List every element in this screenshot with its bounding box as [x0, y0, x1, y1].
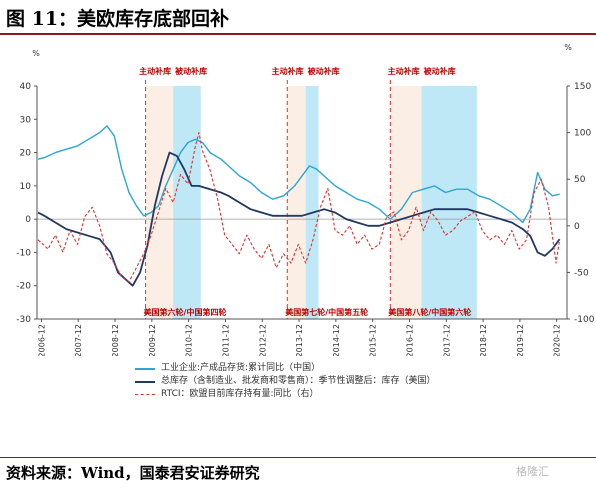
- x-tick-label-12: 2018-12: [479, 324, 488, 356]
- figure-title: 图 11：美欧库存底部回补: [6, 8, 230, 30]
- source-rule: [0, 457, 596, 458]
- right-tick-label-0: -100: [574, 315, 595, 325]
- watermark: 格隆汇: [516, 465, 549, 478]
- legend-item-0: 工业企业:产成品存货:累计同比（中国）: [135, 362, 555, 375]
- series-line-2: [37, 132, 561, 283]
- legend-item-2: RTCI：欧盟目前库存持有量:同比（右）: [135, 388, 555, 401]
- period-label-0: 美国第六轮/中国第四轮: [144, 307, 227, 317]
- left-tick-label-5: 20: [20, 149, 32, 159]
- right-tick-label-4: 100: [574, 129, 591, 139]
- shade-label-0: 主动补库: [139, 66, 171, 76]
- period-label-2: 美国第八轮/中国第六轮: [388, 307, 471, 317]
- x-tick-label-1: 2007-12: [74, 324, 83, 356]
- legend-swatch-1: [135, 381, 155, 383]
- shaded-period-3: [305, 86, 319, 319]
- left-tick-label-3: 0: [25, 215, 31, 225]
- shade-label-4: 主动补库: [388, 66, 420, 76]
- right-axis-unit: %: [564, 43, 572, 52]
- right-tick-label-2: 0: [574, 222, 580, 232]
- left-tick-label-7: 40: [20, 82, 32, 92]
- shade-label-5: 被动补库: [424, 66, 456, 76]
- title-rule: [0, 33, 596, 35]
- x-tick-label-8: 2014-12: [332, 324, 341, 356]
- series-line-0: [37, 125, 560, 224]
- legend-swatch-2: [135, 394, 155, 395]
- shaded-period-1: [173, 86, 201, 319]
- chart: 主动补库 被动补库 主动补库 被动补库 主动补库 被动补库-30-20-100102030…: [16, 43, 595, 356]
- shaded-period-5: [421, 86, 477, 319]
- x-tick-label-4: 2010-12: [185, 324, 194, 356]
- legend-label-1: 总库存（含制造业、批发商和零售商）：季节性调整后：库存（美国）: [161, 376, 436, 386]
- x-tick-label-3: 2009-12: [148, 324, 157, 356]
- x-tick-label-2: 2008-12: [111, 324, 120, 356]
- left-tick-label-1: -20: [16, 282, 31, 292]
- left-tick-label-2: -10: [16, 248, 31, 258]
- shade-label-1: 被动补库: [175, 66, 207, 76]
- period-label-1: 美国第七轮/中国第五轮: [285, 307, 368, 317]
- right-tick-label-5: 150: [574, 82, 591, 92]
- shade-label-2: 主动补库: [272, 66, 304, 76]
- x-tick-label-0: 2006-12: [37, 324, 46, 356]
- left-axis-unit: %: [32, 49, 40, 58]
- right-tick-label-1: -50: [574, 268, 589, 278]
- shade-label-3: 被动补库: [308, 66, 340, 76]
- x-tick-label-9: 2015-12: [369, 324, 378, 356]
- x-tick-label-7: 2013-12: [295, 324, 304, 356]
- left-tick-label-4: 10: [20, 182, 32, 192]
- figure-header: 图 11：美欧库存底部回补: [0, 0, 596, 35]
- shaded-period-2: [287, 86, 306, 319]
- source-note: 资料来源：Wind，国泰君安证券研究: [6, 464, 260, 482]
- legend-swatch-0: [135, 368, 155, 370]
- x-tick-label-11: 2017-12: [442, 324, 451, 356]
- legend: 工业企业:产成品存货:累计同比（中国） 总库存（含制造业、批发商和零售商）：季节性…: [135, 362, 555, 401]
- legend-label-2: RTCI：欧盟目前库存持有量:同比（右）: [161, 389, 319, 399]
- x-tick-label-13: 2019-12: [516, 324, 525, 356]
- right-tick-label-3: 50: [574, 175, 586, 185]
- left-tick-label-0: -30: [16, 315, 31, 325]
- left-tick-label-6: 30: [20, 115, 32, 125]
- x-tick-label-6: 2012-12: [258, 324, 267, 356]
- legend-label-0: 工业企业:产成品存货:累计同比（中国）: [161, 363, 321, 373]
- legend-item-1: 总库存（含制造业、批发商和零售商）：季节性调整后：库存（美国）: [135, 375, 555, 388]
- x-tick-label-10: 2016-12: [405, 324, 414, 356]
- x-tick-label-14: 2020-12: [553, 324, 562, 356]
- x-tick-label-5: 2011-12: [221, 324, 230, 356]
